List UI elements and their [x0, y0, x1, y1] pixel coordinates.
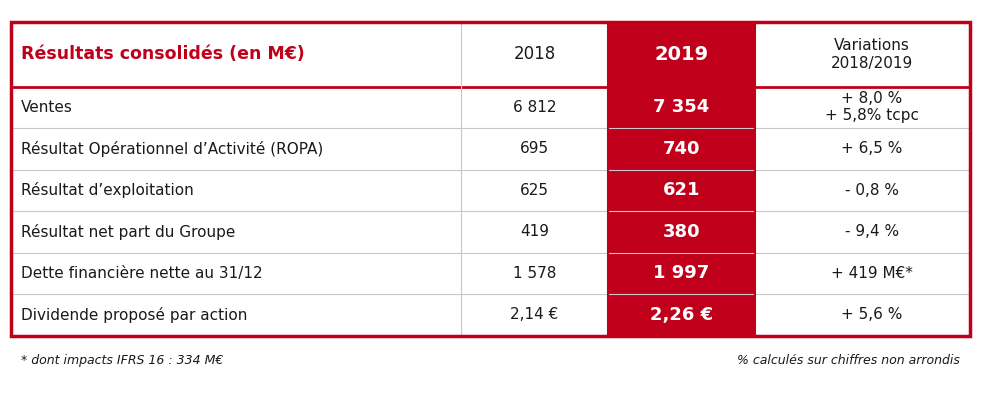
Text: + 419 M€*: + 419 M€* [831, 266, 913, 281]
Bar [11, 22, 970, 87]
Text: 1 997: 1 997 [653, 264, 709, 283]
Text: 2018: 2018 [513, 45, 555, 64]
Bar [11, 294, 970, 336]
Text: 380: 380 [662, 223, 700, 241]
Text: 6 812: 6 812 [513, 100, 556, 115]
Text: Dividende proposé par action: Dividende proposé par action [21, 307, 247, 323]
Bar [608, 22, 754, 87]
Bar [11, 211, 970, 252]
Text: * dont impacts IFRS 16 : 334 M€: * dont impacts IFRS 16 : 334 M€ [21, 354, 224, 367]
Text: - 0,8 %: - 0,8 % [845, 183, 899, 198]
Text: 7 354: 7 354 [653, 98, 709, 116]
Text: Résultat net part du Groupe: Résultat net part du Groupe [21, 224, 235, 240]
Text: 2,14 €: 2,14 € [510, 307, 558, 322]
Text: 740: 740 [662, 140, 700, 158]
Text: Ventes: Ventes [21, 100, 73, 115]
Bar [608, 128, 754, 170]
Text: 419: 419 [520, 224, 549, 240]
Text: % calculés sur chiffres non arrondis: % calculés sur chiffres non arrondis [737, 354, 960, 367]
Text: 2019: 2019 [654, 45, 708, 64]
Text: + 5,6 %: + 5,6 % [842, 307, 903, 322]
Bar [11, 252, 970, 294]
Text: 695: 695 [520, 141, 549, 156]
Bar [11, 87, 970, 128]
Text: Dette financière nette au 31/12: Dette financière nette au 31/12 [21, 266, 263, 281]
Text: Résultat d’exploitation: Résultat d’exploitation [21, 182, 193, 198]
Bar [608, 252, 754, 294]
Bar [608, 87, 754, 128]
Text: - 9,4 %: - 9,4 % [845, 224, 899, 240]
Bar [608, 211, 754, 252]
Bar [11, 170, 970, 211]
Bar [11, 128, 970, 170]
Text: 2,26 €: 2,26 € [649, 306, 713, 324]
Bar [11, 22, 970, 336]
Bar [608, 294, 754, 336]
Text: + 6,5 %: + 6,5 % [842, 141, 903, 156]
Text: 625: 625 [520, 183, 549, 198]
Text: Résultat Opérationnel d’Activité (ROPA): Résultat Opérationnel d’Activité (ROPA) [21, 141, 323, 157]
Text: + 8,0 %
+ 5,8% tcpc: + 8,0 % + 5,8% tcpc [825, 91, 919, 123]
Text: 1 578: 1 578 [513, 266, 556, 281]
Bar [608, 170, 754, 211]
Text: Variations
2018/2019: Variations 2018/2019 [831, 38, 913, 71]
Text: 621: 621 [662, 181, 700, 199]
Text: Résultats consolidés (en M€): Résultats consolidés (en M€) [21, 45, 305, 64]
